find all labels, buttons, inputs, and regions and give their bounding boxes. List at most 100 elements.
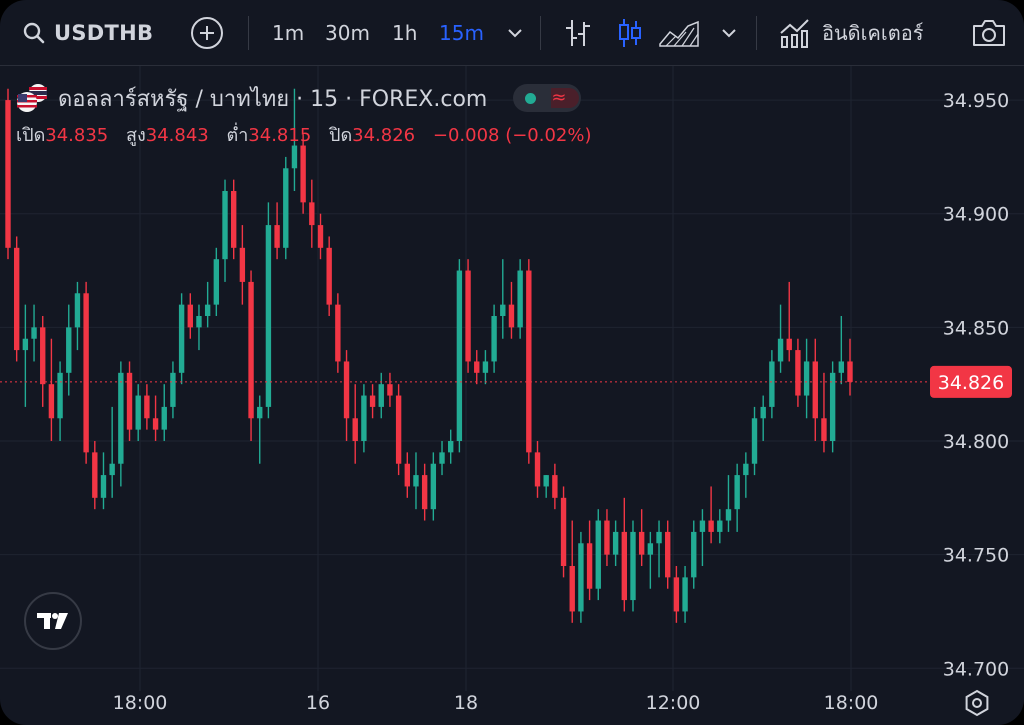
candle-body [439, 452, 445, 464]
y-tick-label: 34.900 [943, 204, 1009, 226]
candle-body [526, 270, 532, 453]
candle-body [552, 475, 558, 498]
candle-body [838, 361, 845, 373]
change-value: −0.008 (−0.02%) [432, 125, 592, 146]
candle-body [595, 520, 601, 589]
candle-body [413, 475, 419, 487]
candle-body [638, 531, 645, 555]
interval-1m[interactable]: 1m [272, 21, 305, 45]
price-chart[interactable]: 34.950 34.900 34.850 34.800 34.750 34.700 34.8… [0, 66, 1024, 725]
candle-body [335, 304, 341, 362]
last-price-badge [930, 365, 1012, 398]
candle-style-button[interactable] [616, 0, 644, 66]
candle-body [248, 281, 254, 419]
candle-body [378, 384, 384, 407]
candle-body [222, 191, 228, 260]
candle-body [152, 418, 159, 430]
interval-dropdown[interactable] [506, 0, 524, 66]
candle-body [751, 418, 758, 464]
chevron-down-icon [722, 29, 736, 38]
candle-body [352, 418, 358, 441]
x-tick-label: 18 [454, 692, 478, 714]
candle-body [604, 520, 610, 555]
tradingview-logo-icon [37, 613, 68, 629]
candle-body [144, 395, 150, 419]
candle-body [48, 384, 55, 419]
candle-body [543, 475, 549, 487]
candle-body [482, 361, 489, 373]
indicators-button[interactable]: อินดิเคเตอร์ [778, 0, 923, 66]
candle-body [343, 361, 350, 419]
candle-body [22, 338, 29, 351]
symbol-name: USDTHB [54, 21, 154, 45]
low-label: ต่ำ [226, 125, 249, 146]
tradingview-logo[interactable] [24, 592, 82, 650]
area-style-button[interactable] [658, 0, 700, 66]
y-tick-label: 34.800 [943, 431, 1009, 453]
candle-body [491, 316, 497, 362]
candle-body [317, 225, 324, 248]
toolbar-separator [756, 16, 757, 50]
interval-30m[interactable]: 30m [325, 21, 370, 45]
interval-15m[interactable]: 15m [439, 21, 484, 45]
interval-1h[interactable]: 1h [392, 21, 418, 45]
candle-body [369, 395, 376, 407]
chart-style-dropdown[interactable] [720, 0, 738, 66]
candle-body [395, 395, 402, 464]
close-value: 34.826 [352, 125, 416, 146]
symbol-search[interactable]: USDTHB [22, 0, 153, 66]
candle-body [812, 361, 818, 419]
indicators-label: อินดิเคเตอร์ [822, 21, 924, 45]
candle-body [257, 406, 263, 419]
chart-settings-button[interactable] [962, 688, 992, 718]
candle-body [83, 293, 89, 453]
bar-style-button[interactable] [562, 0, 594, 66]
y-tick-label: 34.950 [943, 90, 1009, 112]
candle-body [699, 520, 706, 532]
search-icon [23, 22, 45, 44]
candle-body [230, 191, 237, 248]
currency-flag-icon [16, 83, 50, 113]
x-tick-label: 16 [306, 692, 330, 714]
candle-body [265, 225, 272, 407]
add-compare-button[interactable] [190, 0, 224, 66]
candle-body [387, 384, 393, 396]
y-tick-label: 34.850 [943, 317, 1009, 339]
candle-body [135, 395, 141, 430]
candle-body [508, 304, 515, 328]
open-value: 34.835 [45, 125, 109, 146]
candle-body [239, 247, 246, 282]
high-label: สูง [126, 125, 146, 146]
candle-body [187, 304, 193, 328]
x-tick-label: 18:00 [824, 692, 879, 714]
candle-body [647, 543, 654, 555]
candle-body [708, 520, 714, 532]
candle-body [57, 372, 63, 419]
open-label: เปิด [16, 125, 46, 146]
candle-body [500, 304, 506, 316]
candle-body [213, 259, 220, 305]
market-status-pill[interactable]: ≈ [513, 84, 582, 112]
candle-body [326, 247, 332, 305]
snapshot-button[interactable] [970, 0, 1008, 66]
wave-icon: ≈ [551, 88, 580, 108]
candle-body [66, 327, 72, 373]
candle-body [656, 531, 662, 544]
candle-body [92, 452, 98, 498]
last-price-label: 34.826 [938, 372, 1004, 394]
candle-body [178, 304, 185, 373]
candle-body [691, 531, 697, 578]
candle-body [109, 463, 115, 476]
candle-body [786, 338, 792, 351]
candle-body [161, 406, 167, 430]
indicators-icon [780, 19, 809, 48]
y-tick-label: 34.700 [943, 658, 1009, 680]
area-style-icon [659, 20, 699, 47]
candle-body [5, 100, 11, 248]
candle-body [760, 406, 766, 419]
candle-body [612, 531, 619, 555]
candle-body [682, 577, 688, 612]
y-tick-label: 34.750 [943, 545, 1009, 567]
candle-body [126, 372, 133, 430]
toolbar-separator [248, 16, 249, 50]
